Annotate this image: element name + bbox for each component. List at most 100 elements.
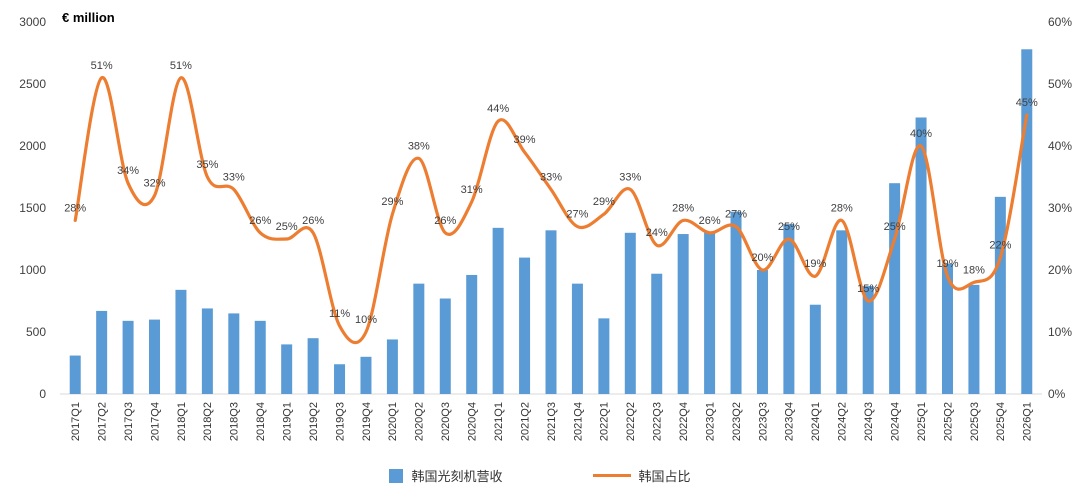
line-data-label: 31% (461, 184, 483, 196)
x-axis-tick-label: 2021Q1 (493, 402, 505, 441)
bar-2017Q1 (69, 355, 81, 394)
bar-2018Q4 (254, 320, 266, 394)
line-data-label: 26% (699, 215, 721, 227)
legend-label-share: 韩国占比 (638, 469, 691, 484)
line-data-label: 28% (64, 202, 86, 214)
x-axis-tick-label: 2022Q4 (678, 402, 690, 441)
x-axis-tick-label: 2025Q1 (916, 402, 928, 441)
line-data-label: 35% (196, 159, 218, 171)
share-line (73, 76, 1029, 345)
line-data-label: 28% (672, 202, 694, 214)
line-data-label: 15% (857, 283, 879, 295)
line-data-label: 26% (302, 215, 324, 227)
x-axis-tick-label: 2019Q2 (308, 402, 320, 441)
bar-2020Q3 (439, 298, 451, 394)
x-axis-tick-label: 2020Q2 (414, 402, 426, 441)
line-data-label: 33% (540, 171, 562, 183)
x-axis-tick-label: 2021Q4 (572, 402, 584, 441)
line-data-label: 33% (619, 171, 641, 183)
left-axis-tick-label: 2000 (19, 139, 46, 153)
line-data-label: 44% (487, 103, 509, 115)
bar-2021Q1 (492, 227, 504, 394)
right-axis-tick-label: 50% (1048, 77, 1072, 91)
bar-2020Q4 (466, 274, 478, 394)
right-axis-tick-label: 60% (1048, 15, 1072, 29)
line-data-label: 39% (514, 134, 536, 146)
line-data-label: 38% (408, 140, 430, 152)
bar-2023Q4 (783, 224, 795, 394)
x-axis-tick-label: 2025Q4 (995, 402, 1007, 441)
x-axis-tick-label: 2022Q2 (625, 402, 637, 441)
x-axis-tick-label: 2020Q1 (387, 402, 399, 441)
bar-2024Q1 (809, 304, 821, 394)
line-data-label: 51% (170, 60, 192, 72)
line-data-label: 27% (566, 209, 588, 221)
bar-2021Q4 (571, 283, 583, 394)
bar-2018Q1 (175, 289, 187, 394)
x-axis-tick-label: 2022Q1 (599, 402, 611, 441)
x-axis-tick-label: 2022Q3 (652, 402, 664, 441)
line-data-label: 25% (276, 221, 298, 233)
bar-2024Q2 (836, 230, 848, 394)
bar-2026Q1 (1021, 49, 1033, 394)
line-data-label: 34% (117, 165, 139, 177)
line-data-label: 45% (1016, 97, 1038, 109)
line-data-label: 20% (751, 252, 773, 264)
left-axis-tick-label: 1500 (19, 201, 46, 215)
x-axis-tick-label: 2017Q3 (123, 402, 135, 441)
x-axis-tick-label: 2024Q3 (863, 402, 875, 441)
line-data-label: 25% (884, 221, 906, 233)
bar-2017Q4 (149, 319, 161, 394)
line-data-label: 11% (329, 308, 350, 320)
bar-2021Q3 (545, 230, 557, 394)
x-axis-tick-label: 2021Q3 (546, 402, 558, 441)
x-axis-tick-label: 2019Q1 (282, 402, 294, 441)
right-axis-tick-label: 20% (1048, 263, 1072, 277)
bar-2017Q3 (122, 320, 134, 394)
line-data-label: 29% (593, 196, 615, 208)
line-data-label: 24% (646, 227, 668, 239)
line-data-label: 19% (936, 258, 958, 270)
line-data-label: 22% (989, 240, 1011, 252)
x-axis-tick-label: 2023Q1 (704, 402, 716, 441)
right-axis-tick-label: 30% (1048, 201, 1072, 215)
line-data-label: 19% (804, 258, 826, 270)
x-axis-tick-label: 2017Q4 (149, 402, 161, 441)
x-axis-tick-label: 2026Q1 (1022, 402, 1034, 441)
bar-2017Q2 (96, 310, 108, 394)
x-axis-tick-label: 2025Q3 (969, 402, 981, 441)
line-data-label: 26% (434, 215, 456, 227)
line-data-label: 27% (725, 209, 747, 221)
bar-2020Q1 (386, 339, 398, 394)
bar-2020Q2 (413, 283, 425, 394)
line-data-label: 40% (910, 128, 932, 140)
x-axis-tick-label: 2021Q2 (519, 402, 531, 441)
x-axis-tick-label: 2017Q2 (96, 402, 108, 441)
bar-2025Q3 (968, 284, 980, 394)
line-data-label: 10% (355, 314, 377, 326)
bar-2025Q4 (994, 196, 1006, 394)
x-axis-tick-label: 2018Q2 (202, 402, 214, 441)
x-axis-tick-label: 2018Q4 (255, 402, 267, 441)
bar-2022Q2 (624, 232, 636, 394)
bar-2019Q1 (281, 344, 293, 394)
line-data-label: 51% (91, 60, 113, 72)
right-axis-tick-label: 0% (1048, 387, 1066, 401)
x-axis-tick-label: 2024Q1 (810, 402, 822, 441)
x-axis-tick-label: 2017Q1 (70, 402, 82, 441)
x-axis-tick-label: 2024Q4 (889, 402, 901, 441)
left-axis-tick-label: 2500 (19, 77, 46, 91)
x-axis-tick-label: 2018Q3 (229, 402, 241, 441)
bar-2022Q3 (651, 273, 663, 394)
bar-2018Q3 (228, 313, 240, 394)
line-data-label: 25% (778, 221, 800, 233)
line-data-label: 26% (249, 215, 271, 227)
bar-2023Q1 (704, 231, 716, 394)
bar-2024Q3 (862, 286, 874, 394)
legend-label-revenue: 韩国光刻机营收 (411, 469, 503, 484)
right-axis-tick-label: 10% (1048, 325, 1072, 339)
line-data-label: 28% (831, 202, 853, 214)
left-axis-tick-label: 3000 (19, 15, 46, 29)
left-axis-tick-label: 1000 (19, 263, 46, 277)
bar-2019Q2 (307, 338, 319, 394)
